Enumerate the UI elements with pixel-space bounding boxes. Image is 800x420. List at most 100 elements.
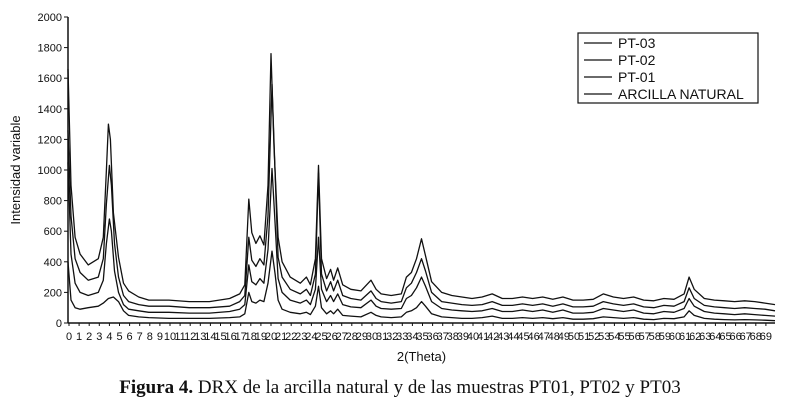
legend-label: ARCILLA NATURAL	[618, 86, 744, 102]
x-tick-label: 60	[669, 331, 681, 343]
x-tick-label: 27	[336, 331, 348, 343]
x-tick-label: 56	[628, 331, 640, 343]
x-axis-ticks: 0 1 2 3 4 5 6 7 8 9 101112131415161718192021222324…	[66, 323, 772, 343]
x-tick-label: 55	[618, 331, 630, 343]
x-tick-label: 41	[477, 331, 489, 343]
x-tick-label: 25	[315, 331, 327, 343]
caption-label: Figura 4.	[119, 377, 194, 398]
x-tick-label: 10	[164, 331, 176, 343]
legend-label: PT-01	[618, 69, 656, 85]
x-tick-label: 57	[639, 331, 651, 343]
x-tick-label: 5	[116, 331, 122, 343]
x-tick-label: 63	[699, 331, 711, 343]
x-tick-label: 42	[487, 331, 499, 343]
x-tick-label: 11	[174, 331, 185, 343]
x-tick-label: 52	[588, 331, 600, 343]
x-tick-label: 24	[305, 331, 317, 343]
x-tick-label: 54	[608, 331, 620, 343]
x-tick-label: 2	[86, 331, 92, 343]
x-tick-label: 29	[356, 331, 368, 343]
y-tick-label: 0	[56, 318, 62, 330]
x-tick-label: 22	[285, 331, 297, 343]
x-tick-label: 31	[376, 331, 388, 343]
x-tick-label: 67	[740, 331, 752, 343]
figure-caption: Figura 4. DRX de la arcilla natural y de…	[0, 377, 800, 399]
x-tick-label: 46	[527, 331, 539, 343]
x-tick-label: 9	[157, 331, 163, 343]
x-tick-label: 32	[386, 331, 398, 343]
x-tick-label: 30	[366, 331, 378, 343]
x-tick-label: 1	[76, 331, 82, 343]
x-tick-label: 35	[416, 331, 428, 343]
x-tick-label: 37	[437, 331, 449, 343]
x-tick-label: 18	[245, 331, 257, 343]
series-layer	[67, 53, 776, 322]
y-tick-label: 1400	[38, 104, 62, 116]
x-tick-label: 21	[275, 331, 287, 343]
legend-label: PT-02	[618, 52, 656, 68]
x-tick-label: 58	[649, 331, 661, 343]
x-tick-label: 7	[137, 331, 143, 343]
y-tick-label: 2000	[38, 12, 62, 24]
x-tick-label: 68	[750, 331, 762, 343]
x-tick-label: 12	[184, 331, 196, 343]
y-tick-label: 1000	[38, 165, 62, 177]
x-tick-label: 20	[265, 331, 277, 343]
x-tick-label: 51	[578, 331, 590, 343]
series-line-3	[67, 162, 776, 317]
x-axis-title: 2(Theta)	[397, 349, 446, 364]
y-axis-ticks: 0 200 400 600 800 1000 1200 1400 1600 1800 2000	[38, 12, 68, 330]
x-tick-label: 53	[598, 331, 610, 343]
y-tick-label: 400	[44, 257, 62, 269]
x-tick-label: 48	[548, 331, 560, 343]
x-tick-label: 17	[235, 331, 247, 343]
x-tick-label: 16	[224, 331, 236, 343]
caption-text: DRX de la arcilla natural y de las muest…	[197, 377, 681, 398]
x-tick-label: 66	[729, 331, 741, 343]
x-tick-label: 61	[679, 331, 691, 343]
x-tick-label: 39	[457, 331, 469, 343]
x-tick-label: 28	[346, 331, 358, 343]
x-tick-label: 23	[295, 331, 307, 343]
x-tick-label: 4	[106, 331, 112, 343]
x-tick-label: 13	[194, 331, 206, 343]
x-tick-label: 36	[426, 331, 438, 343]
legend-label: PT-03	[618, 35, 656, 51]
series-line-2	[67, 83, 776, 312]
x-tick-label: 0	[66, 331, 72, 343]
x-tick-label: 8	[147, 331, 153, 343]
x-tick-label: 50	[568, 331, 580, 343]
y-tick-label: 600	[44, 226, 62, 238]
x-tick-label: 38	[447, 331, 459, 343]
x-tick-label: 69	[760, 331, 772, 343]
x-tick-label: 64	[709, 331, 721, 343]
legend-box	[577, 32, 759, 104]
x-tick-label: 44	[507, 331, 519, 343]
x-tick-label: 59	[659, 331, 671, 343]
x-tick-label: 33	[396, 331, 408, 343]
x-tick-label: 40	[467, 331, 479, 343]
x-tick-label: 26	[325, 331, 337, 343]
x-tick-label: 49	[558, 331, 570, 343]
x-tick-label: 6	[127, 331, 133, 343]
y-tick-label: 1600	[38, 73, 62, 85]
x-tick-label: 62	[689, 331, 701, 343]
x-tick-label: 15	[214, 331, 226, 343]
series-line-4	[67, 250, 776, 322]
x-tick-label: 19	[255, 331, 267, 343]
x-tick-label: 34	[406, 331, 418, 343]
y-tick-label: 800	[44, 196, 62, 208]
y-tick-label: 1200	[38, 134, 62, 146]
x-tick-label: 43	[497, 331, 509, 343]
series-line-1	[67, 53, 776, 306]
y-tick-label: 200	[44, 287, 62, 299]
x-tick-label: 47	[538, 331, 550, 343]
x-tick-label: 45	[517, 331, 529, 343]
x-tick-label: 65	[719, 331, 731, 343]
x-tick-label: 3	[96, 331, 102, 343]
y-axis-title: Intensidad variable	[8, 115, 23, 224]
y-tick-label: 1800	[38, 43, 62, 55]
x-tick-label: 14	[204, 331, 216, 343]
